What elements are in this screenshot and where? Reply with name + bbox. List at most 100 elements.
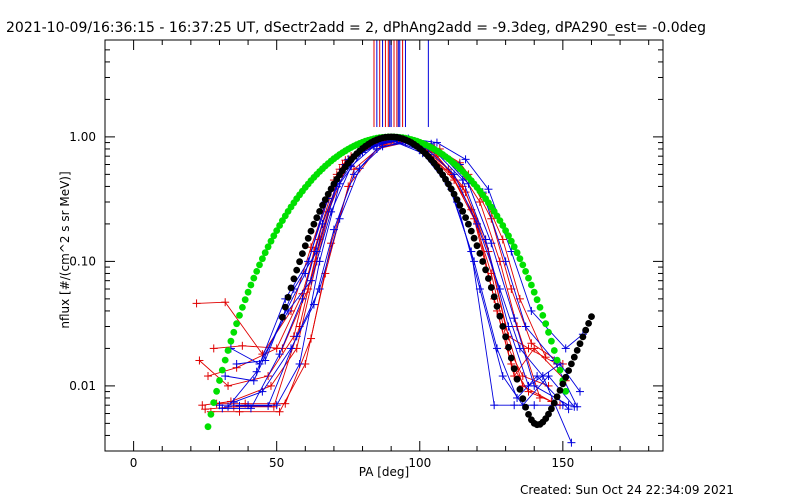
data-point-blue [355, 164, 364, 173]
data-point-red [461, 188, 470, 197]
model-dot-green [542, 320, 550, 328]
data-point-blue [530, 401, 539, 410]
model-dot-black [462, 214, 469, 222]
data-point-blue [252, 367, 261, 376]
created-timestamp: Created: Sun Oct 24 22:34:09 2021 [520, 483, 734, 497]
data-point-blue [498, 372, 507, 381]
model-dot-black [568, 360, 575, 368]
data-point-red [224, 381, 233, 390]
data-point-blue [275, 350, 284, 359]
data-point-blue [521, 322, 530, 331]
y-tick-label: 1.00 [69, 130, 96, 144]
model-dot-black [324, 190, 332, 198]
model-dot-black [576, 340, 584, 348]
model-dot-green [230, 328, 238, 336]
model-dot-green [264, 243, 272, 251]
model-dot-black [582, 326, 590, 334]
model-dot-green [213, 387, 221, 395]
model-dot-black [507, 354, 515, 362]
data-point-blue [221, 372, 230, 381]
data-point-blue [432, 138, 441, 147]
model-dot-black [570, 353, 578, 361]
model-dot-green [562, 387, 570, 395]
model-dot-black [585, 320, 592, 327]
model-dot-black [559, 380, 567, 388]
data-point-blue [567, 438, 576, 447]
chart-title: 2021-10-09/16:36:15 - 16:37:25 UT, dSect… [6, 20, 706, 36]
data-point-red [192, 299, 201, 308]
model-dot-black [510, 365, 518, 373]
data-point-red [275, 407, 284, 416]
model-dot-green [548, 337, 555, 345]
model-dot-black [548, 405, 555, 413]
model-dot-black [490, 293, 498, 301]
model-dot-green [241, 296, 249, 304]
axes: 0 50 100 150 0.01 0.10 1.00 [69, 40, 663, 470]
model-dot-green [247, 281, 255, 289]
model-dot-black [293, 266, 301, 274]
model-dot-black [450, 190, 458, 198]
data-point-blue [327, 207, 336, 216]
model-dot-green [502, 227, 509, 235]
model-dot-green [236, 312, 243, 319]
model-dot-black [287, 284, 295, 292]
model-dot-black [573, 347, 581, 354]
data-point-blue [309, 300, 318, 309]
data-point-blue [576, 387, 585, 396]
data-point-blue [261, 356, 270, 365]
model-dot-green [505, 232, 512, 240]
y-tick-label: 0.01 [69, 379, 96, 393]
model-dot-green [227, 337, 235, 345]
model-dot-green [270, 232, 278, 240]
model-dot-black [556, 387, 564, 394]
model-dot-black [553, 393, 561, 401]
model-dot-black [525, 411, 532, 418]
data-point-red [307, 334, 316, 343]
plot-frame [104, 39, 664, 452]
model-dot-black [313, 214, 321, 222]
model-dot-black [476, 250, 484, 257]
model-dot-black [482, 266, 489, 274]
model-dot-green [204, 423, 212, 431]
data-point-blue [292, 332, 301, 341]
model-dot-green [519, 261, 527, 269]
model-dot-black [487, 284, 495, 291]
y-tick-label: 0.10 [69, 254, 96, 268]
model-dot-black [299, 250, 306, 257]
model-dot-green [496, 217, 504, 225]
model-dot-green [507, 237, 515, 245]
model-dot-black [550, 399, 558, 407]
data-point-blue [470, 257, 479, 266]
model-dot-green [207, 411, 215, 418]
series-line-blue [239, 141, 569, 407]
data-point-blue [315, 285, 324, 294]
data-point-blue [515, 344, 524, 353]
data-series [192, 133, 587, 447]
data-point-blue [493, 344, 502, 353]
model-dot-green [530, 288, 538, 296]
model-dot-black [465, 220, 472, 228]
data-point-red [266, 381, 275, 390]
series-line-blue [236, 138, 584, 365]
model-dot-green [256, 261, 263, 269]
data-point-red [221, 298, 230, 307]
data-point-blue [564, 401, 573, 410]
data-point-blue [378, 142, 387, 151]
data-point-red [498, 235, 507, 244]
model-dot-green [513, 249, 521, 257]
model-dot-black [473, 242, 481, 250]
model-dot-black [485, 275, 492, 282]
model-dot-green [250, 274, 258, 282]
data-point-blue [312, 247, 321, 256]
x-tick-label: 0 [130, 456, 138, 470]
data-point-blue [258, 387, 267, 396]
model-dot-green [233, 320, 241, 328]
data-point-blue [295, 359, 304, 368]
model-dot-black [505, 343, 512, 351]
data-point-blue [501, 257, 510, 266]
vertical-markers [373, 40, 429, 128]
data-point-red [201, 405, 210, 414]
model-dot-black [496, 312, 504, 320]
model-dot-green [522, 268, 529, 275]
